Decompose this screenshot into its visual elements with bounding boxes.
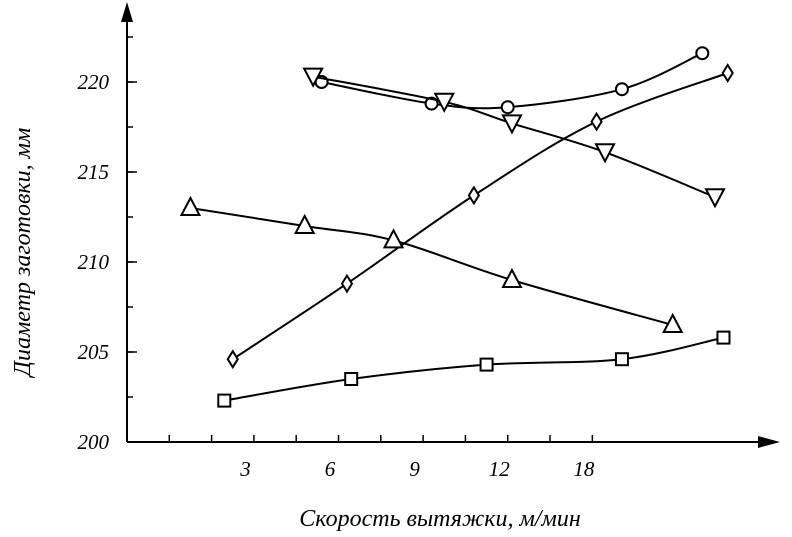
- point-triangle-down: [302, 67, 324, 88]
- series-line: [190, 207, 673, 326]
- series-diamond: [226, 63, 734, 370]
- series-line: [321, 52, 703, 110]
- point-diamond: [226, 349, 239, 370]
- y-tick-label: 205: [78, 340, 110, 364]
- y-tick-label: 220: [78, 70, 110, 94]
- point-triangle-down: [704, 188, 726, 209]
- y-tick-label: 200: [78, 430, 110, 454]
- point-diamond: [340, 273, 354, 294]
- series-square: [217, 330, 731, 408]
- point-diamond: [721, 63, 734, 83]
- y-tick-label: 215: [78, 160, 110, 184]
- point-circle: [500, 100, 515, 115]
- point-square: [479, 357, 494, 372]
- series-triangle-up: [179, 195, 684, 333]
- point-triangle-down: [594, 143, 616, 164]
- point-triangle-up: [662, 312, 684, 333]
- point-circle: [614, 82, 629, 97]
- point-triangle-up: [382, 228, 405, 249]
- x-axis-arrow: [758, 436, 780, 448]
- y-tick-label: 210: [78, 250, 110, 274]
- x-tick-label: 9: [409, 457, 420, 481]
- x-tick-label: 18: [573, 457, 595, 481]
- labels: Скорость вытяжки, м/мин Диаметр заготовк…: [10, 128, 581, 532]
- x-tick-label: 6: [325, 457, 336, 481]
- series-line: [224, 336, 724, 402]
- series-layer: [179, 46, 734, 408]
- axes: [121, 2, 780, 448]
- series-triangle-down: [302, 67, 726, 209]
- series-line: [232, 72, 729, 361]
- point-square: [614, 352, 629, 367]
- point-circle: [695, 46, 710, 61]
- y-axis-title: Диаметр заготовки, мм: [10, 128, 36, 379]
- point-triangle-down: [501, 114, 523, 135]
- point-square: [716, 330, 731, 345]
- point-triangle-up: [294, 213, 316, 234]
- y-axis-arrow: [121, 2, 133, 22]
- point-diamond: [590, 111, 603, 132]
- point-triangle-up: [179, 195, 202, 216]
- point-square: [217, 393, 232, 408]
- x-tick-label: 3: [239, 457, 251, 481]
- series-circle: [314, 46, 710, 115]
- series-line: [312, 75, 716, 199]
- ticks: 200 205 210 215 220 3 6 9 12 18: [78, 36, 595, 481]
- x-axis-title: Скорость вытяжки, м/мин: [299, 506, 581, 532]
- point-triangle-down: [433, 92, 455, 113]
- point-triangle-up: [501, 267, 523, 288]
- point-diamond: [467, 185, 481, 206]
- point-square: [344, 372, 359, 386]
- x-tick-label: 12: [489, 457, 511, 481]
